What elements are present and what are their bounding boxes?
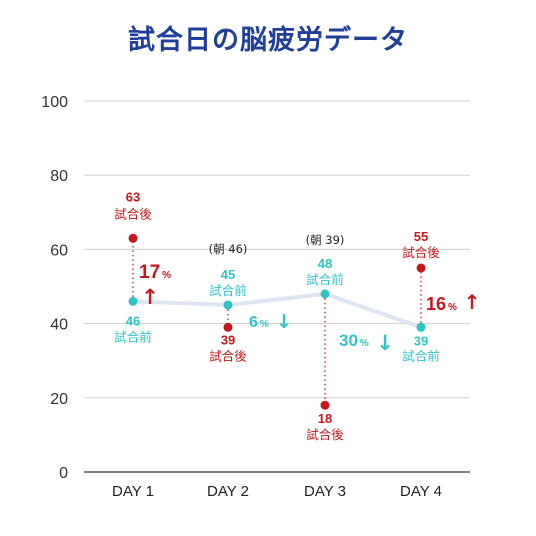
arrow-up-icon: ↑ xyxy=(141,285,159,309)
arrow-up-icon: ↑ xyxy=(464,290,481,314)
y-tick-label: 80 xyxy=(50,168,68,185)
change-unit: % xyxy=(260,319,269,330)
data-point-before xyxy=(223,300,233,310)
data-label-before-name: 試合前 xyxy=(306,272,344,287)
change-percent-label: 30% xyxy=(339,331,369,350)
morning-note: (朝 46) xyxy=(209,242,248,256)
data-point-after xyxy=(320,400,330,410)
data-label-after: 39 xyxy=(221,332,235,347)
arrow-down-icon: ↓ xyxy=(276,311,292,333)
data-label-after-name: 試合後 xyxy=(402,245,440,260)
change-value: 16 xyxy=(426,294,446,314)
y-tick-label: 100 xyxy=(41,94,68,111)
y-tick-label: 40 xyxy=(50,317,68,334)
data-point-before xyxy=(416,322,426,332)
data-label-after: 55 xyxy=(414,229,428,244)
x-tick-label: DAY 4 xyxy=(400,483,442,500)
change-value: 6 xyxy=(249,314,258,331)
data-label-before: 48 xyxy=(318,256,332,271)
data-point-after xyxy=(416,263,426,273)
series-line-before xyxy=(131,291,423,330)
data-point-after xyxy=(223,322,233,332)
data-point-after xyxy=(128,233,138,243)
y-tick-label: 60 xyxy=(50,242,68,259)
data-label-after-name: 試合後 xyxy=(306,427,344,442)
change-percent-label: 17% xyxy=(139,262,171,283)
x-tick-label: DAY 3 xyxy=(304,483,346,500)
data-label-after-name: 試合後 xyxy=(209,348,247,363)
change-unit: % xyxy=(162,270,171,281)
data-label-before: 45 xyxy=(221,267,235,282)
data-point-before xyxy=(128,296,138,306)
data-label-before-name: 試合前 xyxy=(402,348,440,363)
change-value: 17 xyxy=(139,262,160,283)
data-label-before-name: 試合前 xyxy=(114,329,152,344)
data-label-before-name: 試合前 xyxy=(209,283,247,298)
change-percent-label: 16% xyxy=(426,294,457,314)
data-label-after: 63 xyxy=(126,189,140,204)
change-unit: % xyxy=(360,338,369,349)
arrow-down-icon: ↓ xyxy=(376,331,394,355)
data-label-after-name: 試合後 xyxy=(114,206,152,221)
chart-title: 試合日の脳疲労データ xyxy=(128,25,408,56)
x-tick-label: DAY 1 xyxy=(112,483,154,500)
change-percent-label: 6% xyxy=(249,314,269,331)
data-point-before xyxy=(320,289,330,299)
change-value: 30 xyxy=(339,331,358,350)
morning-note: (朝 39) xyxy=(306,233,345,247)
data-label-after: 18 xyxy=(318,411,332,426)
x-tick-label: DAY 2 xyxy=(207,483,249,500)
y-tick-label: 0 xyxy=(59,465,68,482)
y-tick-label: 20 xyxy=(50,391,68,408)
change-unit: % xyxy=(448,302,457,313)
data-label-before: 46 xyxy=(126,313,140,328)
data-label-before: 39 xyxy=(414,333,428,348)
